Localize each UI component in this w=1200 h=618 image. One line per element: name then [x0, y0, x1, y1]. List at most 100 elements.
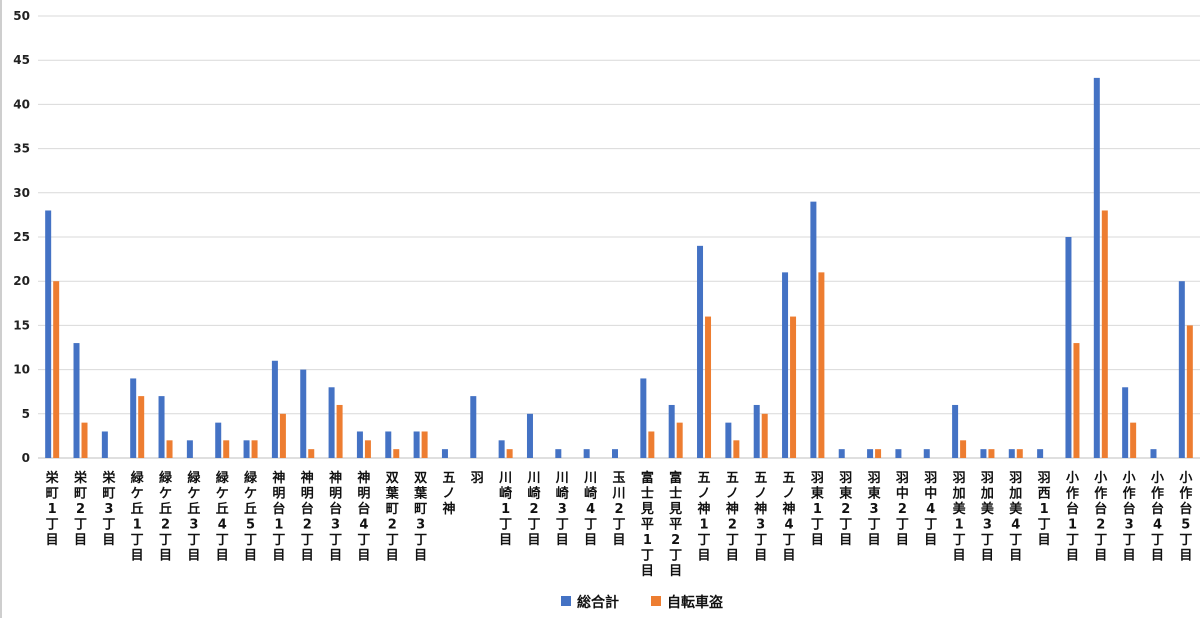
y-tick-label: 15	[13, 318, 30, 332]
bar-series-1	[838, 449, 845, 458]
bar-series-1	[413, 431, 420, 458]
x-tick-label: 羽加美 1 丁目	[952, 471, 967, 564]
bar-series-1	[923, 449, 930, 458]
x-tick-label: 小作台 5 丁目	[1179, 471, 1192, 564]
x-tick-label: 神明台 4 丁目	[357, 470, 370, 564]
bars	[45, 77, 1193, 458]
x-tick-label: 羽東 1 丁目	[811, 471, 824, 548]
x-tick-label: 五ノ神 1 丁目	[698, 471, 711, 564]
bar-series-2	[1186, 325, 1193, 458]
x-tick-label: 玉川 2 丁目	[611, 471, 625, 548]
bar-series-1	[300, 369, 307, 458]
bar-series-2	[960, 440, 967, 458]
bar-series-2	[279, 413, 286, 458]
x-tick-label: 緑ケ丘 5 丁目	[244, 470, 258, 564]
bar-series-1	[1037, 449, 1044, 458]
x-tick-label: 羽加美 3 丁目	[980, 471, 995, 564]
bar-series-2	[421, 431, 428, 458]
x-tick-label: 小作台 4 丁目	[1151, 471, 1164, 564]
bar-series-2	[705, 316, 712, 458]
bar-series-1	[498, 440, 505, 458]
bar-series-2	[364, 440, 371, 458]
bar-series-2	[223, 440, 230, 458]
legend-swatch-series-2	[651, 596, 661, 606]
bar-series-1	[356, 431, 363, 458]
x-tick-label: 緑ケ丘 3 丁目	[187, 470, 201, 564]
bar-series-1	[73, 343, 80, 458]
legend: 総合計 自転車盗	[561, 594, 724, 611]
bar-series-1	[385, 431, 392, 458]
x-tick-label: 五ノ神 4 丁目	[783, 471, 796, 564]
bar-series-1	[555, 449, 562, 458]
bar-series-2	[761, 413, 768, 458]
bar-series-2	[818, 272, 825, 458]
x-tick-label: 緑ケ丘 2 丁目	[159, 470, 173, 564]
bar-series-1	[1093, 77, 1100, 458]
bar-series-1	[101, 431, 108, 458]
bar-series-1	[1008, 449, 1015, 458]
bar-series-1	[640, 378, 647, 458]
x-tick-label: 川崎 1 丁目	[498, 471, 512, 548]
bar-series-2	[138, 396, 145, 458]
x-tick-label: 五ノ神 3 丁目	[754, 471, 767, 564]
y-axis: 0 5 10 15 20 25 30 35 40 45 50	[0, 0, 30, 618]
x-tick-label: 羽東 2 丁目	[839, 471, 852, 548]
bar-series-1	[810, 201, 817, 458]
x-tick-label: 栄町 2 丁目	[73, 470, 88, 548]
x-tick-label: 羽中 4 丁目	[924, 471, 937, 548]
bar-series-2	[1130, 422, 1137, 458]
bar-series-1	[1150, 449, 1157, 458]
bar-series-2	[1016, 449, 1023, 458]
bar-series-2	[251, 440, 258, 458]
bar-series-2	[308, 449, 315, 458]
bar-series-1	[952, 404, 959, 458]
bar-series-2	[988, 449, 995, 458]
x-tick-label: 羽中 2 丁目	[896, 471, 909, 548]
bar-series-2	[81, 422, 88, 458]
bar-series-1	[215, 422, 222, 458]
x-tick-label: 川崎 3 丁目	[555, 471, 569, 548]
x-tick-label: 緑ケ丘 4 丁目	[216, 470, 230, 564]
x-tick-label: 栄町 1 丁目	[45, 470, 60, 548]
bar-series-2	[1101, 210, 1108, 458]
bar-series-1	[45, 210, 52, 458]
x-tick-label: 富士見平 2 丁目	[668, 470, 682, 579]
bar-series-1	[895, 449, 902, 458]
x-tick-label: 富士見平 1 丁目	[640, 470, 654, 579]
legend-label-series-1: 総合計	[577, 594, 619, 611]
y-tick-label: 45	[13, 53, 30, 67]
x-tick-label: 羽加美 4 丁目	[1008, 471, 1023, 564]
bar-series-2	[166, 440, 173, 458]
y-tick-label: 0	[22, 451, 30, 465]
x-tick-label: 小作台 2 丁目	[1094, 471, 1107, 564]
bar-series-1	[1065, 237, 1072, 458]
bar-series-1	[243, 440, 250, 458]
bar-series-2	[676, 422, 683, 458]
x-tick-label: 緑ケ丘 1 丁目	[131, 470, 145, 564]
y-tick-label: 50	[13, 9, 30, 23]
x-tick-label: 双葉町 3 丁目	[413, 471, 428, 564]
x-tick-label: 神明台 2 丁目	[301, 470, 314, 564]
x-tick-label: 双葉町 2 丁目	[385, 471, 400, 564]
legend-label-series-2: 自転車盗	[667, 594, 724, 611]
bar-series-1	[583, 449, 590, 458]
bar-series-2	[733, 440, 740, 458]
y-tick-label: 10	[13, 363, 30, 377]
legend-swatch-series-1	[561, 596, 571, 606]
y-tick-label: 40	[13, 97, 30, 111]
bar-series-1	[782, 272, 789, 458]
bar-series-2	[1073, 343, 1080, 458]
bar-series-1	[271, 360, 278, 458]
gridlines	[38, 15, 1200, 459]
bar-series-1	[668, 404, 675, 458]
x-tick-label: 羽	[471, 471, 484, 486]
y-tick-label: 20	[13, 274, 30, 288]
x-tick-label: 五ノ神	[442, 471, 455, 517]
bar-series-2	[648, 431, 655, 458]
bar-series-2	[790, 316, 797, 458]
bar-series-2	[336, 404, 343, 458]
x-tick-label: 小作台 1 丁目	[1066, 471, 1079, 564]
bar-series-1	[725, 422, 732, 458]
bar-series-1	[612, 449, 618, 458]
